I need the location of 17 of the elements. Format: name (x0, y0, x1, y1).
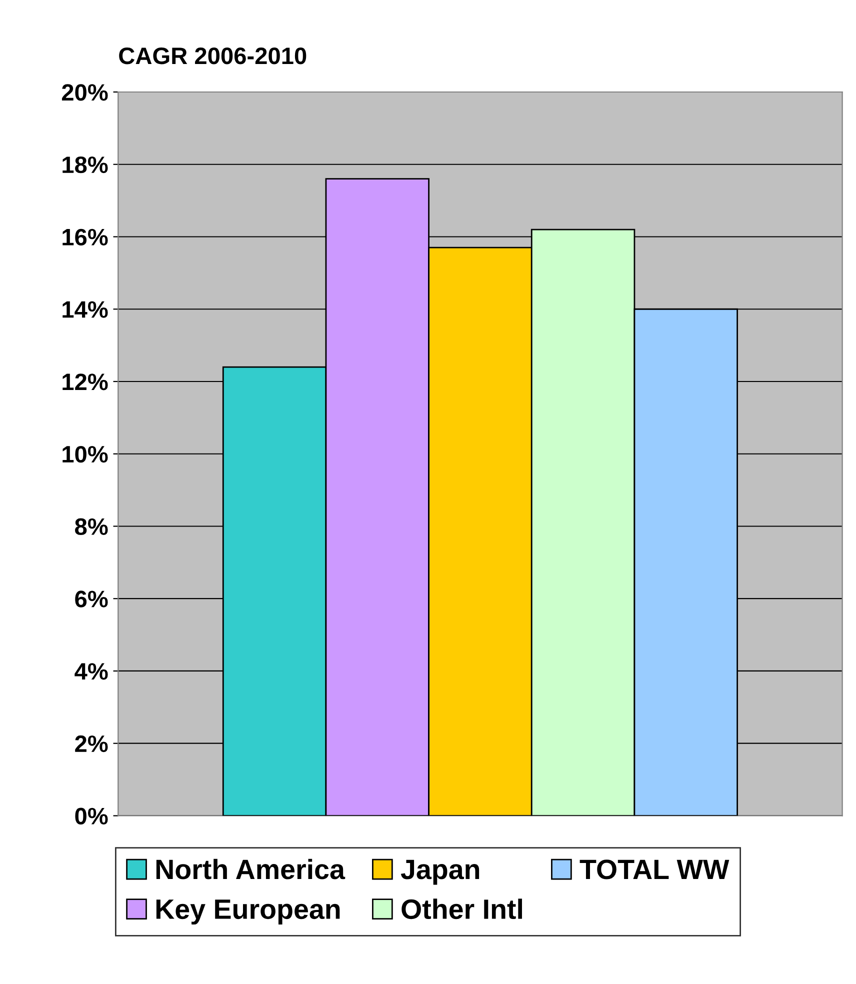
y-tick-label: 8% (75, 518, 108, 536)
y-tick-label: 10% (62, 446, 108, 463)
y-tick-label: 12% (62, 374, 108, 390)
chart-title: CAGR 2006-2010 (119, 47, 306, 64)
y-tick-label: 16% (62, 228, 108, 246)
y-tick-label: 4% (74, 663, 108, 680)
y-tick-label: 14% (62, 301, 108, 318)
legend-label: Key European (156, 900, 340, 925)
y-tick-label: 20% (62, 84, 108, 101)
legend-label: Other Intl (402, 898, 522, 920)
legend-label: North America (156, 858, 346, 880)
y-tick-label: 2% (75, 735, 108, 752)
y-tick-label: 18% (62, 156, 108, 174)
y-tick-label: 0% (75, 808, 108, 825)
y-tick-label: 6% (75, 590, 108, 608)
legend-label: TOTAL WW (580, 860, 730, 880)
legend-label: Japan (400, 860, 480, 885)
